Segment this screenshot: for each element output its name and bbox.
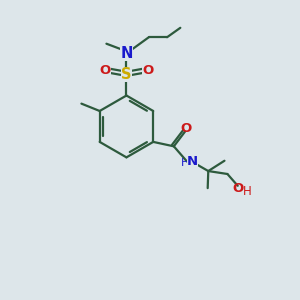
Text: O: O xyxy=(142,64,153,77)
Text: O: O xyxy=(181,122,192,135)
Text: S: S xyxy=(121,67,132,82)
Text: H: H xyxy=(181,158,189,168)
Text: O: O xyxy=(100,64,111,77)
Text: N: N xyxy=(120,46,133,61)
Text: N: N xyxy=(187,154,198,167)
Text: H: H xyxy=(243,185,251,198)
Text: O: O xyxy=(233,182,244,195)
